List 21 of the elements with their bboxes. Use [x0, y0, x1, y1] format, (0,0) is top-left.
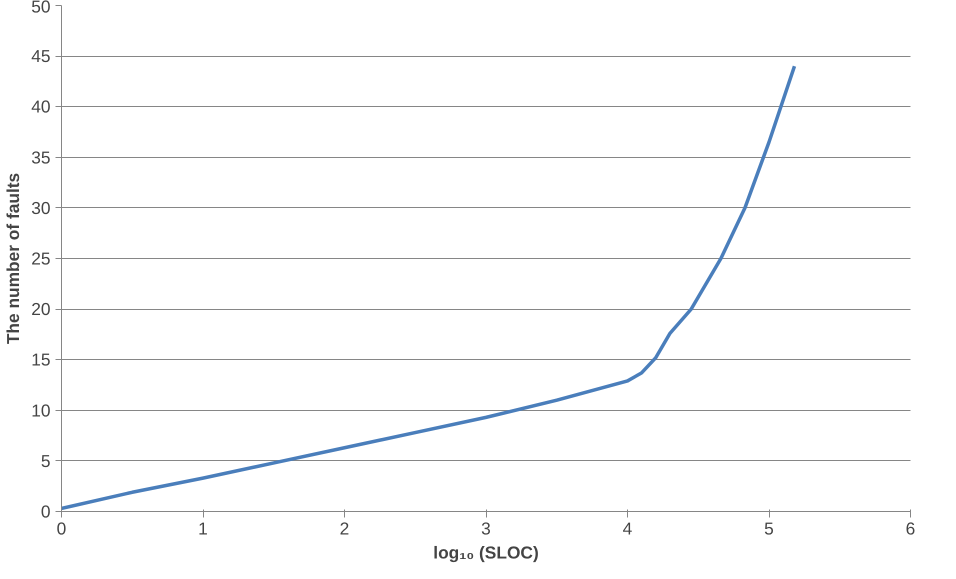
- y-tick-label: 40: [31, 96, 51, 117]
- y-tick-label: 5: [40, 450, 51, 471]
- y-axis-title: The number of faults: [3, 172, 24, 344]
- x-axis-title: log₁₀ (SLOC): [433, 542, 539, 562]
- y-tick-label: 15: [31, 350, 51, 370]
- y-tick-label: 0: [40, 502, 51, 522]
- y-tick-label: 50: [31, 0, 51, 16]
- y-tick-label: 45: [31, 46, 51, 66]
- x-tick-label: 4: [622, 518, 633, 538]
- y-tick-label: 20: [31, 299, 51, 320]
- y-tick-label: 35: [31, 147, 51, 168]
- y-tick-label: 25: [31, 248, 51, 268]
- y-tick-label: 30: [31, 198, 51, 218]
- x-tick-label: 6: [906, 518, 916, 538]
- line-series: [62, 64, 796, 510]
- x-tick-label: 0: [56, 518, 66, 538]
- x-tick-label: 5: [764, 518, 774, 538]
- x-tick-label: 1: [198, 518, 208, 538]
- x-tick-label: 2: [340, 518, 350, 538]
- y-tick-label: 10: [31, 400, 51, 420]
- x-tick-label: 3: [481, 518, 491, 538]
